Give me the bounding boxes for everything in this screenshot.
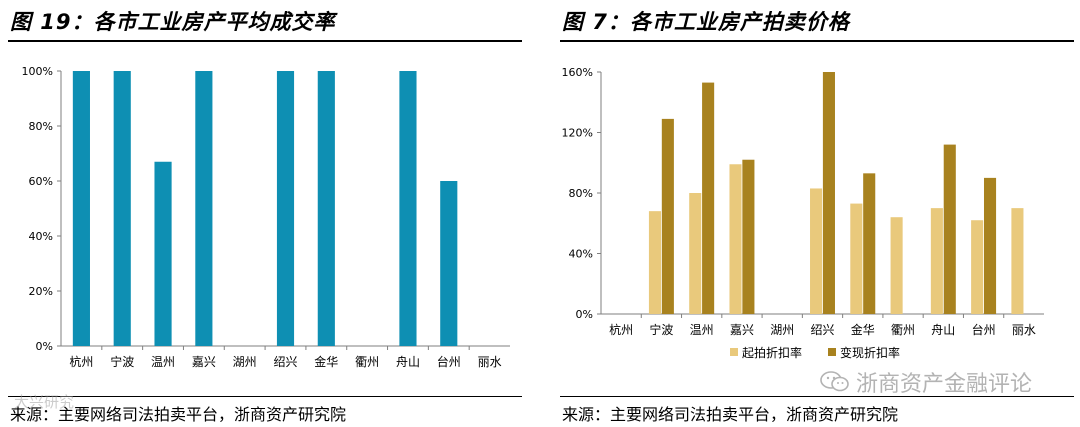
bar xyxy=(943,144,956,314)
category-label: 温州 xyxy=(151,355,175,369)
source-note: 来源：主要网络司法拍卖平台，浙商资产研究院 xyxy=(10,405,347,424)
panel-auction-price: 图 7：各市工业房产拍卖价格 0% 40% 80% 120% 160% 杭州 宁波 温州 嘉兴 湖… xyxy=(552,0,1080,427)
category-label: 嘉兴 xyxy=(192,355,216,369)
auction-price-bar-chart: 0% 40% 80% 120% 160% 杭州 宁波 温州 嘉兴 湖州 绍兴 金华 衢州 舟山 台州 丽水起拍… xyxy=(562,66,1044,360)
bar xyxy=(195,71,213,346)
category-label: 嘉兴 xyxy=(730,323,754,337)
category-label: 湖州 xyxy=(233,354,257,369)
figure-title: 图 7：各市工业房产拍卖价格 xyxy=(562,10,850,34)
bar xyxy=(729,164,742,314)
category-label: 绍兴 xyxy=(810,323,834,337)
bar xyxy=(154,161,172,346)
bar xyxy=(983,177,997,314)
category-label: 湖州 xyxy=(770,322,794,337)
bar xyxy=(689,193,702,314)
watermark-text: 浙商资产金融评论 xyxy=(856,372,1033,397)
bar xyxy=(702,82,715,315)
bar xyxy=(1011,208,1024,314)
y-tick-label: 20% xyxy=(29,285,53,298)
y-tick-label: 40% xyxy=(29,230,53,243)
category-label: 台州 xyxy=(972,322,996,337)
bar xyxy=(440,181,458,346)
source-rule xyxy=(8,396,522,397)
legend-label: 变现折扣率 xyxy=(840,345,900,360)
category-label: 绍兴 xyxy=(273,355,297,369)
bar xyxy=(648,211,662,314)
category-label: 舟山 xyxy=(396,355,420,369)
wechat-icon xyxy=(820,371,850,393)
category-label: 宁波 xyxy=(110,354,134,369)
category-label: 杭州 xyxy=(609,322,633,337)
bar xyxy=(890,217,903,314)
y-tick-label: 40% xyxy=(569,248,593,261)
figure-title: 图 19：各市工业房产平均成交率 xyxy=(10,10,336,34)
category-label: 温州 xyxy=(690,323,714,337)
bar xyxy=(72,71,90,346)
title-rule xyxy=(560,40,1074,42)
category-label: 金华 xyxy=(314,354,338,369)
y-tick-label: 0% xyxy=(36,340,53,353)
bar xyxy=(742,159,755,314)
bar xyxy=(661,118,674,314)
y-tick-label: 100% xyxy=(22,65,53,78)
y-tick-label: 120% xyxy=(562,127,593,140)
bar xyxy=(113,71,131,346)
y-tick-label: 80% xyxy=(29,120,53,133)
category-label: 金华 xyxy=(851,322,875,337)
bar xyxy=(850,203,863,314)
category-label: 衢州 xyxy=(355,355,379,369)
category-label: 丽水 xyxy=(478,355,502,369)
bar xyxy=(863,173,876,314)
legend-swatch xyxy=(828,348,836,356)
category-label: 台州 xyxy=(437,354,461,369)
y-tick-label: 0% xyxy=(576,308,593,321)
completion-rate-bar-chart: 0% 20% 40% 60% 80% 100% 杭州 宁波 温州 嘉兴 湖州 绍兴 金华 衢州 舟山 台州 丽水 xyxy=(22,65,510,369)
legend-swatch xyxy=(730,348,738,356)
watermark: 大兴研究 xyxy=(14,393,75,411)
source-note: 来源：主要网络司法拍卖平台，浙商资产研究院 xyxy=(562,405,899,424)
title-rule xyxy=(8,40,522,42)
watermark: 浙商资产金融评论 xyxy=(820,366,1032,398)
bar xyxy=(822,72,835,314)
bar xyxy=(317,71,335,346)
category-label: 舟山 xyxy=(931,323,955,337)
category-label: 丽水 xyxy=(1012,323,1036,337)
bar xyxy=(810,188,823,314)
source-rule xyxy=(560,396,1074,397)
category-label: 杭州 xyxy=(69,354,93,369)
bar xyxy=(399,71,417,346)
category-label: 宁波 xyxy=(649,322,673,337)
legend: 起拍折扣率 变现折扣率 xyxy=(730,345,900,360)
category-label: 衢州 xyxy=(891,323,915,337)
y-tick-label: 160% xyxy=(562,66,593,79)
bar xyxy=(930,208,943,314)
y-tick-label: 60% xyxy=(29,175,53,188)
y-tick-label: 80% xyxy=(569,187,593,200)
bar xyxy=(971,220,984,314)
legend-label: 起拍折扣率 xyxy=(742,345,802,360)
bar xyxy=(276,71,295,346)
panel-completion-rate: 图 19：各市工业房产平均成交率 0% 20% 40% 60% 80% 100% 杭州 宁波 温… xyxy=(0,0,528,427)
